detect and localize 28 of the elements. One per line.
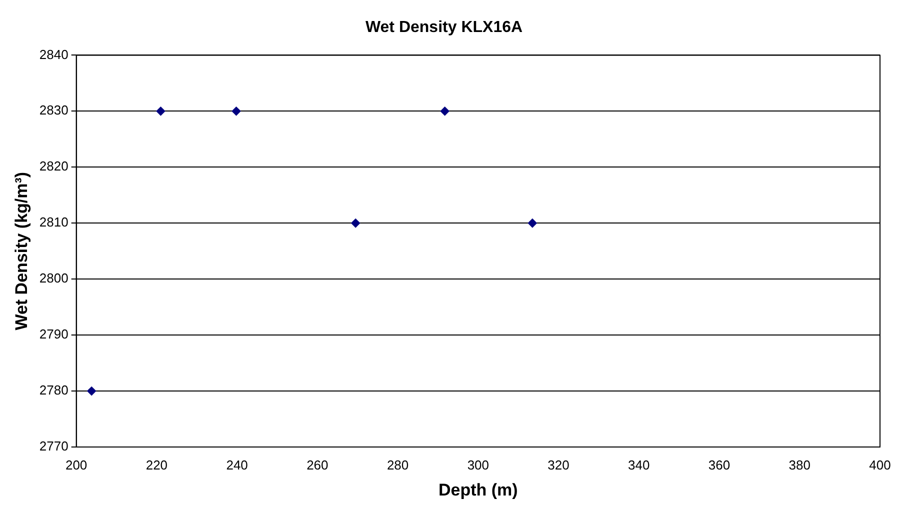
y-tick-label: 2820 (39, 158, 68, 174)
y-axis-title: Wet Density (kg/m³) (12, 172, 31, 330)
y-tick-label: 2810 (39, 214, 68, 230)
y-tick-label: 2830 (39, 102, 68, 118)
point (156, 106, 166, 116)
y-tick-label: 2840 (39, 46, 68, 62)
x-tick-label: 280 (386, 457, 409, 472)
point (528, 218, 537, 228)
x-axis-title: Depth (m) (438, 480, 518, 500)
x-tick-label: 400 (869, 457, 891, 472)
x-tick-label: 360 (708, 457, 730, 472)
x-tick-label: 260 (306, 457, 328, 472)
x-tick-label: 220 (146, 457, 168, 472)
x-tick-label: 200 (65, 457, 88, 472)
x-tick-label: 240 (226, 457, 248, 472)
x-tick-label: 380 (788, 457, 810, 472)
point (351, 218, 360, 228)
x-tick-label: 340 (628, 457, 650, 472)
y-tick-label: 2770 (39, 438, 68, 454)
x-tick-label: 320 (548, 457, 570, 472)
point (232, 106, 241, 116)
y-tick-label: 2780 (39, 382, 68, 398)
chart-title: Wet Density KLX16A (365, 19, 523, 36)
point (440, 106, 450, 116)
point (87, 386, 96, 396)
x-tick-label: 300 (467, 457, 490, 472)
y-tick-label: 2800 (39, 270, 68, 286)
y-tick-label: 2790 (39, 326, 68, 342)
